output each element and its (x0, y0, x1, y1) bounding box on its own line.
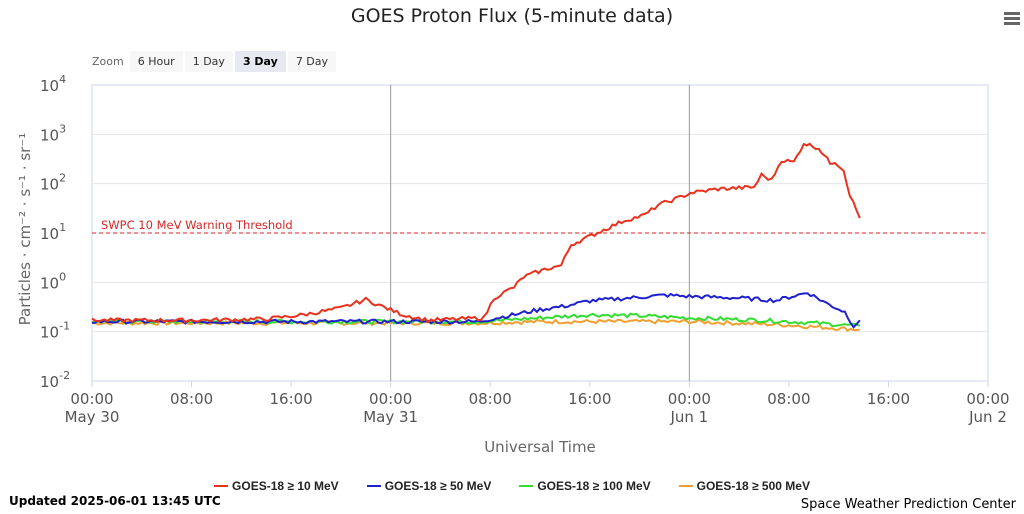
legend-swatch (214, 485, 229, 487)
y-tick-label: 102 (40, 172, 66, 194)
series-line-1 (91, 292, 861, 329)
y-tick-label: 103 (40, 122, 66, 144)
x-axis-title: Universal Time (484, 438, 596, 456)
threshold-label: SWPC 10 MeV Warning Threshold (101, 218, 293, 232)
x-tick-label: 08:00 (767, 390, 810, 408)
zoom-label: Zoom (92, 55, 124, 68)
chart-title: GOES Proton Flux (5-minute data) (350, 5, 674, 27)
legend: GOES-18 ≥ 10 MeV GOES-18 ≥ 50 MeV GOES-1… (0, 479, 1024, 493)
x-tick-date: Jun 1 (669, 408, 708, 426)
y-tick-label: 10-2 (40, 369, 70, 391)
zoom-7day-button[interactable]: 7 Day (287, 51, 337, 72)
legend-item-50mev[interactable]: GOES-18 ≥ 50 MeV (366, 479, 492, 493)
y-axis-title: Particles · cm⁻² · s⁻¹ · sr⁻¹ (16, 132, 34, 326)
x-tick-date: May 30 (65, 408, 120, 426)
x-tick-date: May 31 (363, 408, 418, 426)
zoom-1day-button[interactable]: 1 Day (184, 51, 233, 72)
zoom-3day-button[interactable]: 3 Day (234, 51, 286, 72)
x-tick-label: 16:00 (867, 390, 910, 408)
y-tick-label: 10-1 (40, 320, 70, 342)
x-tick-label: 16:00 (269, 390, 312, 408)
legend-swatch (366, 485, 381, 487)
x-tick-label: 00:00 (668, 390, 711, 408)
x-tick-label: 08:00 (469, 390, 512, 408)
x-tick-label: 08:00 (170, 390, 213, 408)
y-tick-label: 100 (40, 270, 66, 292)
hamburger-menu-icon[interactable] (1004, 10, 1020, 27)
legend-label: GOES-18 ≥ 10 MeV (232, 479, 339, 493)
legend-swatch (678, 485, 693, 487)
legend-label: GOES-18 ≥ 100 MeV (537, 479, 651, 493)
y-tick-label: 104 (40, 73, 66, 95)
legend-label: GOES-18 ≥ 500 MeV (696, 479, 810, 493)
x-tick-label: 00:00 (70, 390, 113, 408)
y-tick-label: 101 (40, 221, 66, 243)
legend-item-500mev[interactable]: GOES-18 ≥ 500 MeV (678, 479, 810, 493)
x-tick-label: 00:00 (369, 390, 412, 408)
legend-swatch (519, 485, 534, 487)
series-line-0 (91, 142, 861, 324)
x-tick-date: Jun 2 (968, 408, 1007, 426)
zoom-6hour-button[interactable]: 6 Hour (129, 51, 183, 72)
legend-item-10mev[interactable]: GOES-18 ≥ 10 MeV (214, 479, 339, 493)
zoom-bar: Zoom 6 Hour 1 Day 3 Day 7 Day (92, 51, 338, 72)
legend-item-100mev[interactable]: GOES-18 ≥ 100 MeV (519, 479, 651, 493)
credit-text: Space Weather Prediction Center (800, 497, 1016, 512)
x-tick-label: 16:00 (568, 390, 611, 408)
legend-label: GOES-18 ≥ 50 MeV (384, 479, 492, 493)
x-tick-label: 00:00 (966, 390, 1009, 408)
updated-timestamp: Updated 2025-06-01 13:45 UTC (9, 494, 221, 508)
